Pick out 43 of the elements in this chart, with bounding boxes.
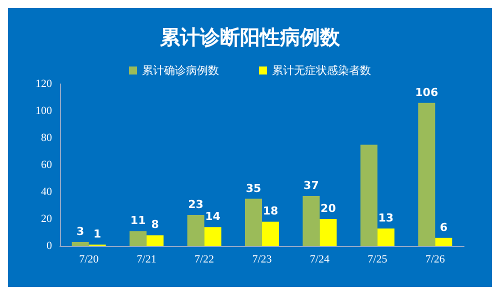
x-tick-label: 7/22 [194, 254, 214, 266]
y-tick-label: 120 [36, 78, 52, 90]
data-label: 1 [94, 228, 102, 241]
data-label: 13 [378, 211, 394, 224]
bar [72, 242, 89, 246]
bar [130, 231, 147, 246]
x-tick-label: 7/23 [252, 254, 272, 266]
bar [435, 238, 452, 246]
bar [360, 144, 378, 246]
y-tick-label: 0 [46, 240, 52, 252]
data-label: 35 [246, 182, 262, 195]
x-tick-label: 7/21 [136, 254, 156, 266]
y-tick-label: 100 [36, 105, 52, 117]
data-label: 8 [151, 218, 159, 232]
data-label: 3 [76, 224, 84, 238]
legend-label: 累计确诊病例数 [142, 64, 219, 77]
y-tick-label: 20 [41, 213, 52, 225]
bar [146, 235, 164, 246]
x-tick-label: 7/24 [310, 254, 330, 266]
bar [245, 198, 262, 246]
data-label: 20 [320, 202, 336, 215]
y-tick-label: 40 [41, 186, 52, 198]
data-label: 11 [130, 214, 146, 228]
data-label: 37 [304, 179, 319, 192]
data-label: 18 [262, 204, 278, 218]
bar [418, 102, 436, 246]
data-label: 14 [205, 210, 221, 224]
bar [377, 228, 394, 246]
chart-title: 累计诊断阳性病例数 [159, 25, 341, 49]
y-tick-label: 80 [41, 132, 52, 144]
data-label: 23 [188, 198, 204, 211]
bar [320, 219, 337, 246]
bar [187, 214, 204, 246]
x-tick-label: 7/26 [425, 254, 446, 266]
legend-label: 累计无症状感染者数 [272, 64, 371, 77]
bar [204, 227, 222, 246]
bar [262, 222, 279, 246]
x-tick-label: 7/25 [368, 254, 388, 266]
bar [302, 196, 320, 246]
y-tick-label: 60 [41, 159, 52, 171]
data-label: 106 [415, 86, 438, 99]
x-tick-label: 7/20 [79, 254, 100, 266]
data-label: 6 [440, 220, 448, 234]
